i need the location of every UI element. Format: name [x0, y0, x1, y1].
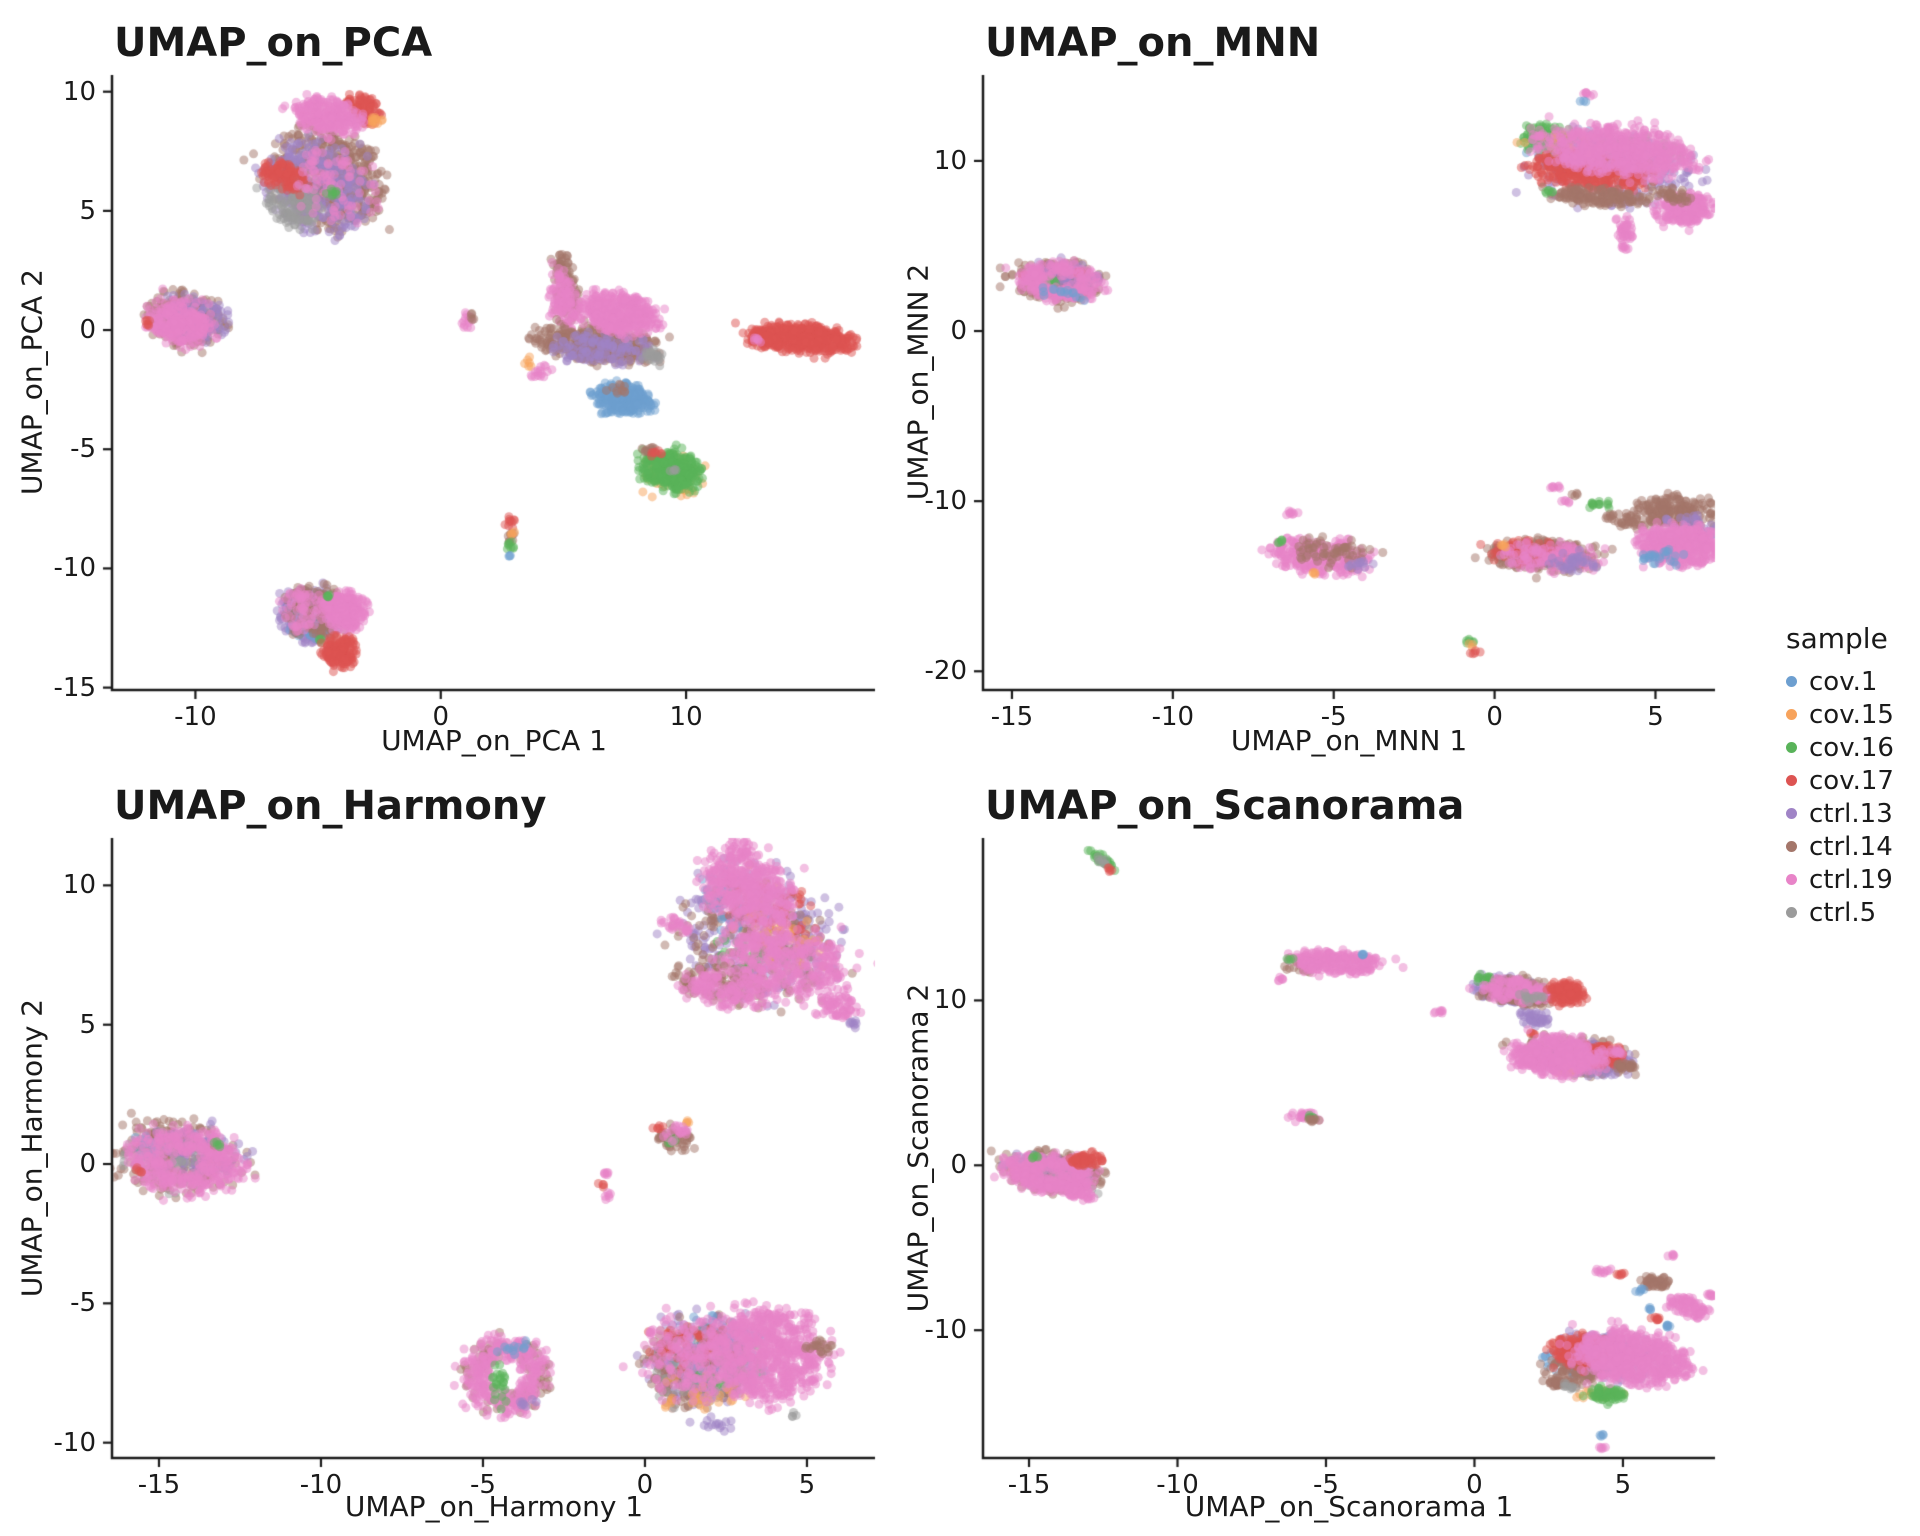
x-tick-label: -10 — [174, 702, 217, 732]
legend: sample cov.1 cov.15 cov.16 cov.17 ctrl.1… — [1778, 622, 1894, 929]
y-tick-label: 10 — [933, 145, 967, 176]
y-tick-label: 10 — [62, 870, 96, 901]
legend-item: cov.15 — [1778, 698, 1894, 731]
sample-dot-icon — [1786, 808, 1797, 819]
legend-label: cov.16 — [1809, 732, 1894, 763]
y-tick-label: 5 — [79, 195, 96, 226]
x-tick-label: -10 — [299, 1470, 343, 1500]
x-tick-label: 5 — [1614, 1470, 1632, 1500]
panel-title-scanorama: UMAP_on_Scanorama — [985, 783, 1465, 829]
legend-item: cov.16 — [1778, 731, 1894, 764]
x-tick-label: 5 — [1647, 702, 1664, 732]
panel-title-mnn: UMAP_on_MNN — [985, 20, 1321, 66]
legend-label: cov.1 — [1809, 666, 1878, 697]
legend-label: ctrl.5 — [1809, 897, 1877, 928]
y-tick-label: 0 — [79, 1149, 96, 1180]
x-tick-label: 5 — [798, 1470, 816, 1500]
sample-dot-icon — [1786, 841, 1797, 852]
sample-dot-icon — [1786, 775, 1797, 786]
y-tick-label: -10 — [53, 553, 96, 584]
x-tick-label: 0 — [432, 702, 450, 732]
legend-label: ctrl.14 — [1809, 831, 1893, 862]
sample-dot-icon — [1786, 709, 1797, 720]
x-tick-label: -15 — [990, 702, 1034, 732]
x-tick-label: 0 — [1486, 702, 1503, 732]
y-tick-label: -10 — [53, 1427, 96, 1458]
y-axis-label-pca: UMAP_on_PCA 2 — [15, 269, 49, 495]
y-tick-label: -10 — [924, 1315, 967, 1346]
legend-item: ctrl.14 — [1778, 830, 1894, 863]
legend-label: cov.17 — [1809, 765, 1894, 796]
panel-title-harmony: UMAP_on_Harmony — [114, 783, 547, 829]
y-tick-label: -5 — [70, 434, 96, 465]
x-axis-label-harmony: UMAP_on_Harmony 1 — [344, 1490, 644, 1523]
y-axis-label-harmony: UMAP_on_Harmony 2 — [15, 998, 49, 1298]
legend-item: cov.1 — [1778, 665, 1894, 698]
y-tick-label: -15 — [53, 672, 96, 703]
y-tick-label: 0 — [950, 316, 967, 347]
sample-dot-icon — [1786, 874, 1797, 885]
x-tick-label: 0 — [636, 1470, 654, 1500]
legend-item: ctrl.13 — [1778, 797, 1894, 830]
legend-title: sample — [1786, 622, 1888, 655]
x-tick-label: -10 — [1151, 702, 1195, 732]
y-tick-label: -5 — [70, 1288, 96, 1319]
y-tick-label: 5 — [79, 1009, 96, 1040]
legend-label: ctrl.19 — [1809, 864, 1893, 895]
y-axis-label-mnn: UMAP_on_MNN 2 — [901, 263, 935, 501]
panel-title-pca: UMAP_on_PCA — [114, 20, 433, 66]
sample-dot-icon — [1786, 676, 1797, 687]
y-tick-label: -20 — [924, 656, 967, 687]
legend-item: cov.17 — [1778, 764, 1894, 797]
sample-dot-icon — [1786, 907, 1797, 918]
x-tick-label: -5 — [1313, 1470, 1339, 1500]
sample-dot-icon — [1786, 742, 1797, 753]
x-tick-label: -15 — [137, 1470, 181, 1500]
y-tick-label: 10 — [62, 76, 96, 107]
y-tick-label: 0 — [950, 1150, 967, 1181]
y-tick-label: -10 — [924, 486, 967, 517]
x-tick-label: -10 — [1156, 1470, 1199, 1500]
x-axis-label-mnn: UMAP_on_MNN 1 — [1230, 724, 1468, 757]
x-tick-label: -15 — [1007, 1470, 1051, 1500]
y-tick-label: 0 — [79, 315, 96, 346]
x-tick-label: -5 — [1320, 702, 1347, 732]
x-axis-label-scanorama: UMAP_on_Scanorama 1 — [1184, 1490, 1514, 1523]
legend-label: cov.15 — [1809, 699, 1894, 730]
x-tick-label: 0 — [1466, 1470, 1483, 1500]
y-tick-label: 10 — [933, 985, 967, 1016]
x-tick-label: 10 — [669, 702, 703, 732]
legend-item: ctrl.5 — [1778, 896, 1894, 929]
y-axis-label-scanorama: UMAP_on_Scanorama 2 — [901, 983, 935, 1313]
x-axis-label-pca: UMAP_on_PCA 1 — [381, 724, 607, 757]
legend-item: ctrl.19 — [1778, 863, 1894, 896]
legend-label: ctrl.13 — [1809, 798, 1893, 829]
x-tick-label: -5 — [470, 1470, 496, 1500]
